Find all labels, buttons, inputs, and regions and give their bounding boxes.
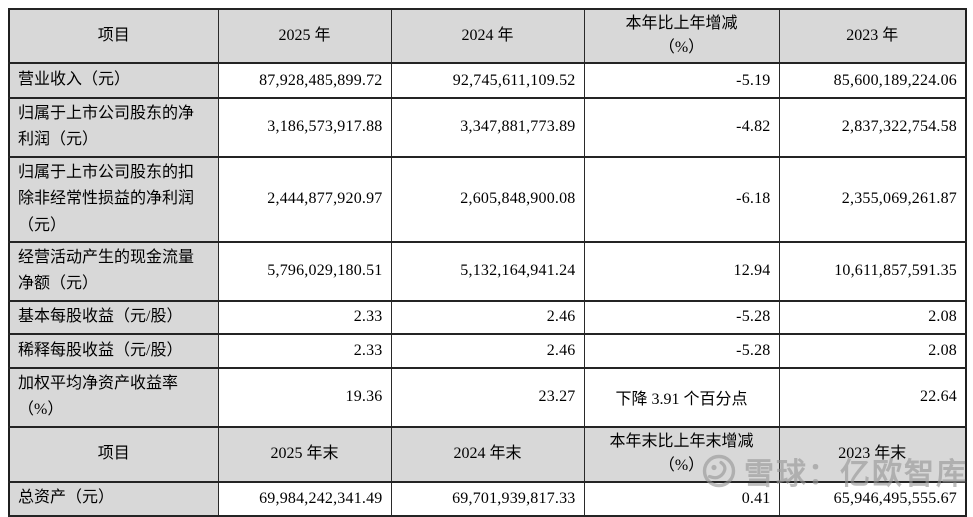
value-2025: 2,444,877,920.97 [217,155,392,243]
header-2025-end: 2025 年末 [217,425,392,483]
value-2024: 2,605,848,900.08 [390,155,585,243]
value-2023: 10,611,857,591.35 [778,240,967,302]
row-label: 经营活动产生的现金流量净额（元） [8,240,219,302]
value-2025: 5,796,029,180.51 [217,240,392,302]
header-item: 项目 [8,8,219,64]
value-2023: 22.64 [778,366,967,428]
value-2024: 23.27 [390,366,585,428]
header-yoy-change-line2: （%） [658,39,705,56]
value-2023: 2,355,069,261.87 [778,155,967,243]
value-2025: 69,984,242,341.49 [217,480,392,517]
header-2023: 2023 年 [778,8,967,64]
value-2024: 2.46 [390,299,585,335]
row-label: 加权平均净资产收益率（%） [8,366,219,428]
value-2025: 87,928,485,899.72 [217,62,392,99]
value-change: -4.82 [583,97,780,158]
header-2023-end: 2023 年末 [778,425,967,483]
header-2024: 2024 年 [390,8,585,64]
header-yoy-end-change-line1: 本年末比上年末增减 [609,433,754,451]
header-item: 项目 [8,425,219,483]
value-2025: 19.36 [217,366,392,428]
value-2024: 69,701,939,817.33 [390,480,585,517]
header-2024-end: 2024 年末 [390,425,585,483]
financial-summary-table-wrap: 项目 2025 年 2024 年 本年比上年增减 （%） 2023 年 营业收入… [8,8,967,517]
row-label: 归属于上市公司股东的扣除非经常性损益的净利润（元） [8,155,219,243]
header-2025: 2025 年 [217,8,392,64]
header-yoy-end-change-line2: （%） [658,457,705,475]
value-2024: 5,132,164,941.24 [390,240,585,302]
value-change: 0.41 [583,480,780,517]
value-change: 12.94 [583,240,780,302]
value-2023: 2.08 [778,332,967,369]
value-2025: 2.33 [217,332,392,369]
table-row-total-assets: 总资产（元） 69,984,242,341.49 69,701,939,817.… [8,480,967,517]
value-change: -5.19 [583,62,780,99]
value-2023: 2.08 [778,299,967,335]
table-row-net-profit-excl-nonrecurring: 归属于上市公司股东的扣除非经常性损益的净利润（元） 2,444,877,920.… [8,155,967,243]
table-row-net-profit: 归属于上市公司股东的净利润（元） 3,186,573,917.88 3,347,… [8,97,967,158]
table-row-operating-cash-flow: 经营活动产生的现金流量净额（元） 5,796,029,180.51 5,132,… [8,240,967,302]
row-label: 归属于上市公司股东的净利润（元） [8,97,219,158]
value-2023: 65,946,495,555.67 [778,480,967,517]
period-header-row: 项目 2025 年 2024 年 本年比上年增减 （%） 2023 年 [8,8,967,64]
period-end-header-row: 项目 2025 年末 2024 年末 本年末比上年末增减 （%） 2023 年末 [8,425,967,483]
table-row-basic-eps: 基本每股收益（元/股） 2.33 2.46 -5.28 2.08 [8,299,967,335]
value-change: -6.18 [583,155,780,243]
value-2025: 3,186,573,917.88 [217,97,392,158]
value-2024: 3,347,881,773.89 [390,97,585,158]
value-change: -5.28 [583,299,780,335]
row-label: 稀释每股收益（元/股） [8,332,219,369]
value-2023: 85,600,189,224.06 [778,62,967,99]
header-yoy-change-line1: 本年比上年增减 [625,15,738,32]
value-2023: 2,837,322,754.58 [778,97,967,158]
value-2024: 92,745,611,109.52 [390,62,585,99]
row-label: 基本每股收益（元/股） [8,299,219,335]
row-label: 总资产（元） [8,480,219,517]
value-2024: 2.46 [390,332,585,369]
financial-summary-table: 项目 2025 年 2024 年 本年比上年增减 （%） 2023 年 营业收入… [8,8,967,517]
header-yoy-change: 本年比上年增减 （%） [583,8,780,64]
table-row-weighted-avg-roe: 加权平均净资产收益率（%） 19.36 23.27 下降 3.91 个百分点 2… [8,366,967,428]
value-2025: 2.33 [217,299,392,335]
table-row-diluted-eps: 稀释每股收益（元/股） 2.33 2.46 -5.28 2.08 [8,332,967,369]
value-change: 下降 3.91 个百分点 [583,366,780,428]
row-label: 营业收入（元） [8,62,219,99]
value-change: -5.28 [583,332,780,369]
header-yoy-end-change: 本年末比上年末增减 （%） [583,425,780,483]
table-row-revenue: 营业收入（元） 87,928,485,899.72 92,745,611,109… [8,62,967,99]
